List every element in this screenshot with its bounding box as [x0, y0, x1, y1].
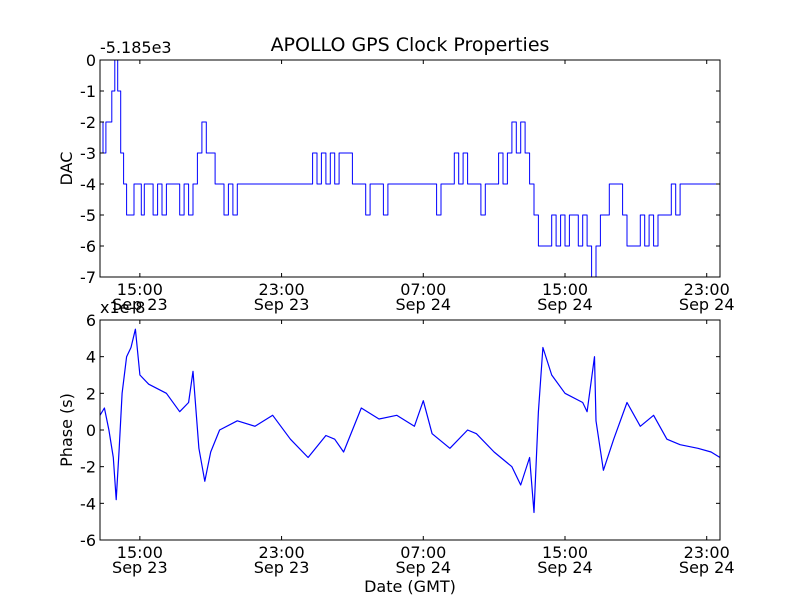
dac-offset-label: -5.185e3 — [100, 38, 172, 57]
dac-y-tick-label: -1 — [80, 82, 96, 101]
phase-x-tick-date: Sep 24 — [395, 558, 451, 577]
dac-x-tick-date: Sep 23 — [112, 295, 168, 314]
dac-x-tick-date: Sep 24 — [679, 295, 735, 314]
dac-y-tick-label: -6 — [80, 237, 96, 256]
phase-y-tick-label: 2 — [86, 384, 96, 403]
dac-x-tick-time: 15:00 — [117, 280, 163, 299]
phase-y-tick-label: -6 — [80, 531, 96, 550]
phase-x-tick-date: Sep 24 — [537, 558, 593, 577]
x-axis-label: Date (GMT) — [364, 577, 456, 596]
dac-x-tick-time: 07:00 — [400, 280, 446, 299]
phase-y-tick-label: 4 — [86, 348, 96, 367]
phase-x-tick-date: Sep 23 — [112, 558, 168, 577]
phase-y-tick-label: -4 — [80, 494, 96, 513]
phase-x-tick-date: Sep 23 — [254, 558, 310, 577]
phase-x-tick-time: 23:00 — [259, 543, 305, 562]
phase-y-axis-label: Phase (s) — [57, 393, 76, 467]
dac-y-tick-label: -4 — [80, 175, 96, 194]
phase-x-tick-time: 15:00 — [542, 543, 588, 562]
phase-y-tick-label: -2 — [80, 458, 96, 477]
dac-x-tick-time: 23:00 — [684, 280, 730, 299]
phase-x-tick-time: 23:00 — [684, 543, 730, 562]
phase-y-tick-label: 0 — [86, 421, 96, 440]
dac-y-tick-label: -5 — [80, 206, 96, 225]
dac-x-tick-date: Sep 23 — [254, 295, 310, 314]
phase-x-tick-date: Sep 24 — [679, 558, 735, 577]
phase-series-line — [99, 328, 721, 514]
dac-axes-frame — [99, 59, 721, 278]
dac-y-axis-label: DAC — [57, 152, 76, 186]
dac-y-tick-label: -2 — [80, 113, 96, 132]
dac-y-tick-label: 0 — [86, 51, 96, 70]
dac-x-tick-date: Sep 24 — [537, 295, 593, 314]
dac-x-tick-date: Sep 24 — [395, 295, 451, 314]
dac-y-tick-label: -3 — [80, 144, 96, 163]
phase-y-tick-label: 6 — [86, 311, 96, 330]
phase-x-tick-time: 15:00 — [117, 543, 163, 562]
phase-x-tick-time: 07:00 — [400, 543, 446, 562]
dac-y-tick-label: -7 — [80, 268, 96, 287]
dac-x-tick-time: 23:00 — [259, 280, 305, 299]
chart-title: APOLLO GPS Clock Properties — [271, 34, 550, 56]
dac-x-tick-time: 15:00 — [542, 280, 588, 299]
phase-offset-label: x1e-8 — [100, 298, 145, 317]
